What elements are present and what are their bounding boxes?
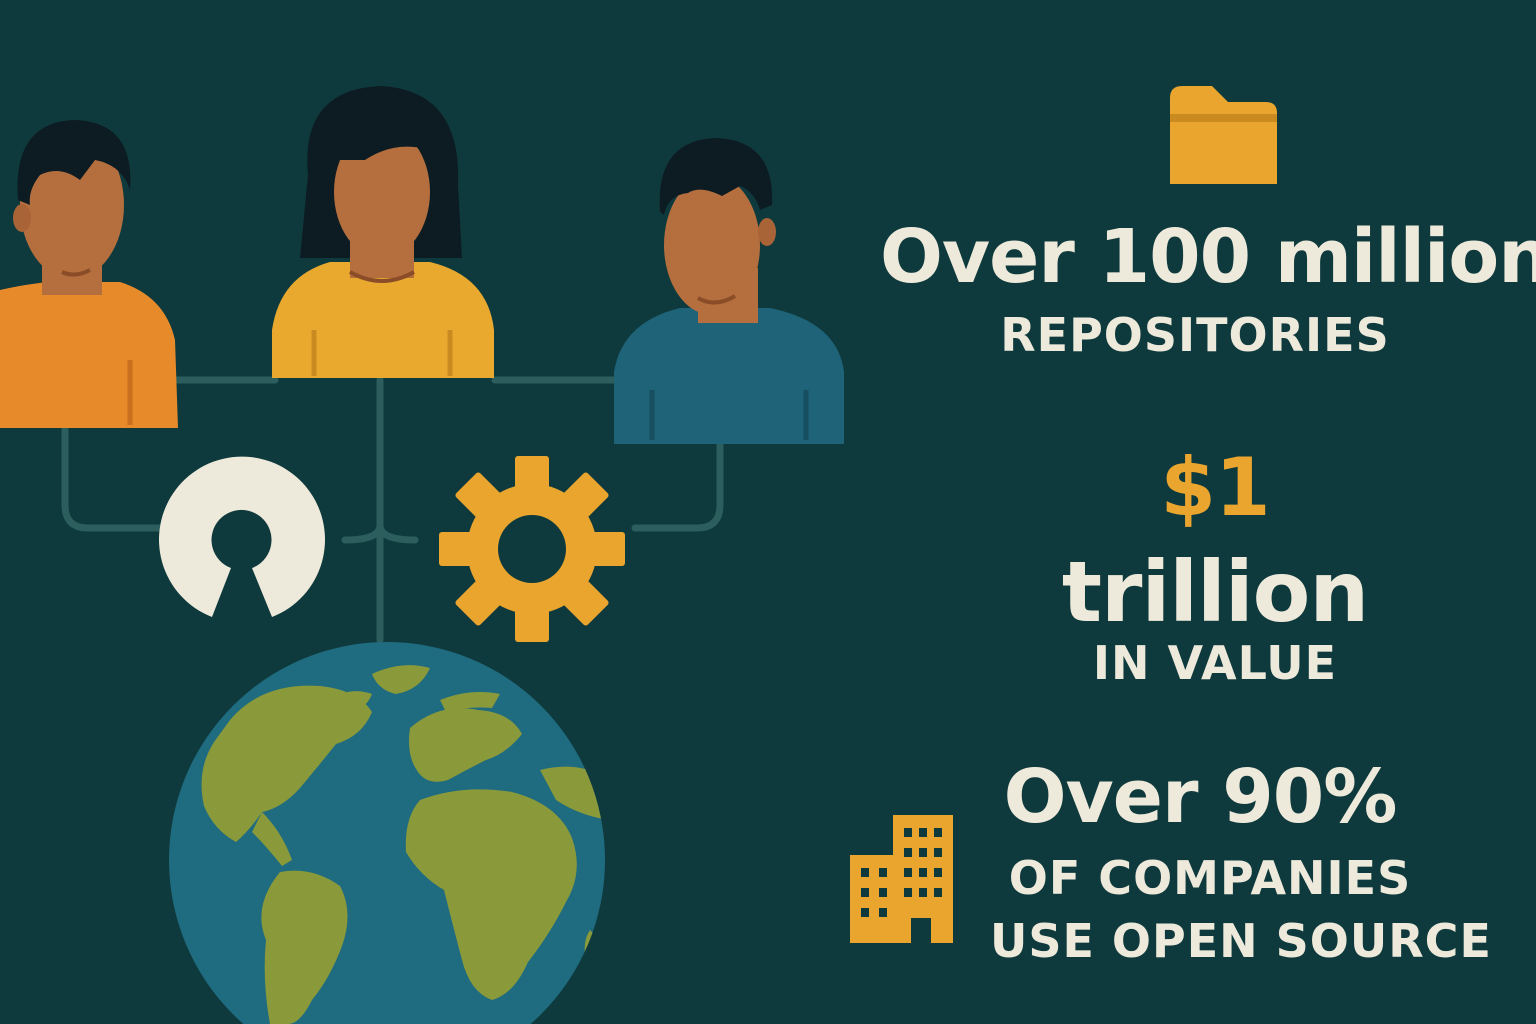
person-blue-icon [614, 138, 844, 444]
companies-caption-line2: USE OPEN SOURCE [990, 914, 1492, 968]
folder-icon [1170, 86, 1277, 184]
person-yellow-icon [272, 86, 494, 378]
repositories-caption: REPOSITORIES [1000, 308, 1390, 362]
value-headline: trillion [1061, 543, 1369, 641]
gear-icon [439, 456, 625, 642]
globe-icon [169, 642, 605, 1024]
value-amount: $1 [1160, 441, 1270, 534]
open-source-logo-icon [158, 456, 325, 617]
building-icon [850, 815, 953, 943]
companies-headline: Over 90% [1003, 754, 1398, 840]
companies-caption-line1: OF COMPANIES [1008, 851, 1412, 905]
repositories-headline: Over 100 million [880, 214, 1536, 300]
person-orange-icon [0, 120, 178, 428]
value-caption: IN VALUE [1092, 636, 1338, 690]
connector-lines [61, 376, 724, 644]
